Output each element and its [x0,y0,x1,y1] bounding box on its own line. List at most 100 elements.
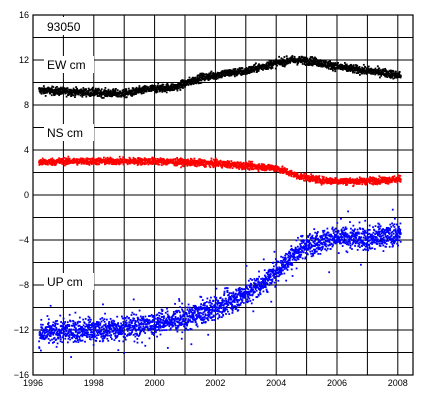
data-point [166,91,168,93]
y-tick-label: −16 [14,370,29,380]
data-point [97,95,99,97]
data-point [74,325,76,327]
data-point [310,173,312,175]
data-point [85,318,87,320]
data-point [81,335,83,337]
data-point [77,164,79,166]
data-point [106,319,108,321]
data-point [123,164,125,166]
data-point [323,176,325,178]
data-point [97,329,99,331]
data-point [105,323,107,325]
data-point [75,341,77,343]
data-point [38,340,40,342]
y-tick-label: −8 [19,280,29,290]
data-point [286,168,288,170]
data-point [96,337,98,339]
data-point [352,72,354,74]
data-point [115,88,117,90]
data-point [328,68,330,70]
data-point [75,312,77,314]
data-point [50,305,52,307]
data-point [368,66,370,68]
data-point [200,82,202,84]
data-point [100,90,102,92]
data-point [57,343,59,345]
x-tick-label: 2002 [205,378,225,388]
data-point [252,168,254,170]
data-point [43,85,45,87]
data-point [101,88,103,90]
data-point [350,65,352,67]
y-tick-label: 8 [24,100,29,110]
data-point [113,339,115,341]
data-point [75,86,77,88]
data-point [109,335,111,337]
data-point [399,71,401,73]
data-point [94,333,96,335]
data-point [99,340,101,342]
data-point [85,96,87,98]
data-point [98,163,100,165]
data-point [55,323,57,325]
data-point [187,159,189,161]
data-point [271,60,273,62]
data-point [82,87,84,89]
data-point [369,176,371,178]
data-point [184,86,186,88]
data-point [74,96,76,98]
data-point [359,74,361,76]
data-point [106,328,108,330]
data-point [91,329,93,331]
data-point [363,64,365,66]
data-point [349,177,351,179]
data-point [73,94,75,96]
data-point [102,333,104,335]
data-point [87,332,89,334]
data-point [59,333,61,335]
data-point [228,161,230,163]
data-point [76,337,78,339]
data-point [307,58,309,60]
data-point [44,334,46,336]
data-point [300,172,302,174]
data-point [232,167,234,169]
data-point [317,182,319,184]
data-point [60,321,62,323]
data-point [71,337,73,339]
data-point [103,97,105,99]
data-point [52,86,54,88]
data-point [90,319,92,321]
data-point [70,329,72,331]
data-point [89,336,91,338]
data-point [159,164,161,166]
data-point [52,158,54,160]
data-point [53,341,55,343]
data-point [380,75,382,77]
data-point [93,331,95,333]
data-point [102,340,104,342]
data-point [125,88,127,90]
data-point [157,83,159,85]
x-tick-label: 2008 [388,378,408,388]
data-point [70,320,72,322]
data-point [69,334,71,336]
data-point [272,67,274,69]
data-point [48,342,50,344]
data-point [218,165,220,167]
data-point [46,336,48,338]
data-point [82,319,84,321]
data-point [310,58,312,60]
data-point [89,89,91,91]
data-point [95,328,97,330]
data-point [305,173,307,175]
data-point [82,340,84,342]
data-point [92,87,94,89]
data-point [58,338,60,340]
data-point [45,95,47,97]
data-point [122,158,124,160]
data-point [126,96,128,98]
data-point [371,183,373,185]
data-point [63,157,65,159]
